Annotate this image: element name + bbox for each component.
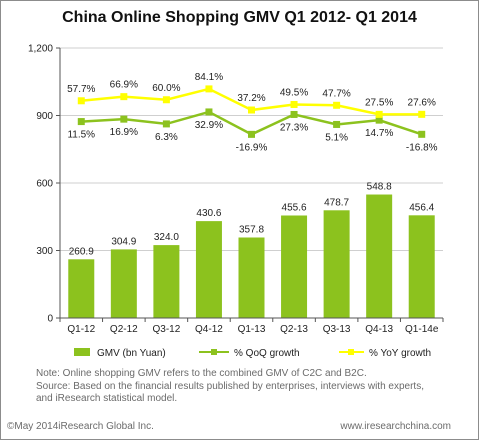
y-axis: 0 300 600 900 1,200 xyxy=(28,44,61,325)
bar xyxy=(323,210,350,318)
chart-title: China Online Shopping GMV Q1 2012- Q1 20… xyxy=(62,9,417,26)
bar xyxy=(366,194,393,318)
bar-value-label: 324.0 xyxy=(154,232,179,243)
legend-label-yoy: % YoY growth xyxy=(369,348,431,359)
bar-value-label: 478.7 xyxy=(324,197,349,208)
qoq-marker xyxy=(77,118,85,126)
x-axis: Q1-12 Q2-12 Q3-12 Q4-12 Q1-13 Q2-13 Q3-13 Q4-13… xyxy=(59,317,444,335)
yoy-value-label: 37.2% xyxy=(237,93,265,104)
legend-marker-yoy xyxy=(348,349,354,355)
qoq-value-label: 27.3% xyxy=(280,122,308,133)
bar-value-label: 357.8 xyxy=(239,224,264,235)
y-tick-label: 600 xyxy=(36,179,53,190)
note-line: Note: Online shopping GMV refers to the … xyxy=(36,368,367,379)
bar-value-label: 456.4 xyxy=(409,202,434,213)
x-tick-label: Q1-13 xyxy=(238,324,266,335)
x-tick-label: Q4-12 xyxy=(195,324,223,335)
source-line: Source: Based on the financial results p… xyxy=(36,380,424,392)
legend: GMV (bn Yuan) % QoQ growth % YoY growth xyxy=(74,348,431,359)
x-tick-label: Q2-13 xyxy=(280,324,308,335)
bar-value-label: 260.9 xyxy=(69,246,94,257)
yoy-marker xyxy=(290,100,298,108)
yoy-marker xyxy=(418,110,426,118)
qoq-value-label: 11.5% xyxy=(67,130,95,141)
legend-label-gmv: GMV (bn Yuan) xyxy=(97,348,166,359)
qoq-value-label: 16.9% xyxy=(110,127,138,138)
qoq-value-label: 14.7% xyxy=(365,128,393,139)
qoq-marker xyxy=(120,115,128,123)
qoq-marker xyxy=(418,130,426,138)
bar-value-label: 548.8 xyxy=(367,182,392,193)
chart-notes: Note: Online shopping GMV refers to the … xyxy=(36,368,476,406)
legend-marker-qoq xyxy=(211,349,217,355)
bar xyxy=(281,215,308,318)
yoy-marker xyxy=(120,93,128,101)
y-tick-label: 1,200 xyxy=(28,44,53,55)
legend-swatch-gmv xyxy=(74,348,90,356)
qoq-value-label: -16.8% xyxy=(406,142,438,153)
qoq-marker xyxy=(375,116,383,124)
source-line: and iResearch statistical model. xyxy=(36,393,178,404)
yoy-marker xyxy=(333,101,341,109)
x-tick-label: Q2-12 xyxy=(110,324,138,335)
bar xyxy=(195,221,222,318)
bar-value-label: 430.6 xyxy=(196,208,221,219)
yoy-value-label: 49.5% xyxy=(280,87,308,98)
bar-value-label: 455.6 xyxy=(282,202,307,213)
y-tick-label: 900 xyxy=(36,111,53,122)
bar xyxy=(153,245,180,318)
gmv-bars: 260.9 304.9 324.0 430.6 357.8 455.6 478.7 548.8… xyxy=(68,182,435,318)
yoy-value-label: 57.7% xyxy=(67,84,95,95)
qoq-value-label: -16.9% xyxy=(236,142,268,153)
x-tick-label: Q4-13 xyxy=(365,324,393,335)
qoq-marker xyxy=(333,120,341,128)
yoy-value-label: 66.9% xyxy=(110,80,138,91)
y-tick-label: 0 xyxy=(47,314,53,325)
yoy-value-label: 84.1% xyxy=(195,72,223,83)
qoq-value-label: 32.9% xyxy=(195,120,223,131)
yoy-marker xyxy=(205,85,213,93)
x-tick-label: Q3-13 xyxy=(323,324,351,335)
growth-lines: 11.5% 16.9% 6.3% 32.9% -16.9% 27.3% 5.1% 14.7% -… xyxy=(67,72,438,153)
bar xyxy=(408,215,435,318)
qoq-marker xyxy=(248,130,255,138)
bar xyxy=(110,249,137,318)
x-tick-label: Q1-14e xyxy=(405,324,439,335)
yoy-marker xyxy=(248,106,255,114)
yoy-marker xyxy=(162,96,170,104)
yoy-marker xyxy=(375,110,383,118)
yoy-value-label: 27.6% xyxy=(408,97,436,108)
qoq-value-label: 6.3% xyxy=(155,132,178,143)
qoq-value-label: 5.1% xyxy=(325,132,348,143)
bar xyxy=(68,259,95,318)
qoq-marker xyxy=(162,120,170,128)
legend-label-qoq: % QoQ growth xyxy=(234,348,300,359)
yoy-value-label: 47.7% xyxy=(322,88,350,99)
qoq-marker xyxy=(205,108,213,116)
bar-value-label: 304.9 xyxy=(111,236,136,247)
yoy-value-label: 60.0% xyxy=(152,83,180,94)
yoy-marker xyxy=(77,97,85,105)
website-text: www.iresearchchina.com xyxy=(340,421,451,432)
x-tick-label: Q3-12 xyxy=(152,324,180,335)
y-tick-label: 300 xyxy=(36,246,53,257)
copyright-text: ©May 2014iResearch Global Inc. xyxy=(7,421,154,432)
qoq-marker xyxy=(290,110,298,118)
bar xyxy=(238,237,265,318)
x-tick-label: Q1-12 xyxy=(67,324,95,335)
yoy-value-label: 27.5% xyxy=(365,97,393,108)
